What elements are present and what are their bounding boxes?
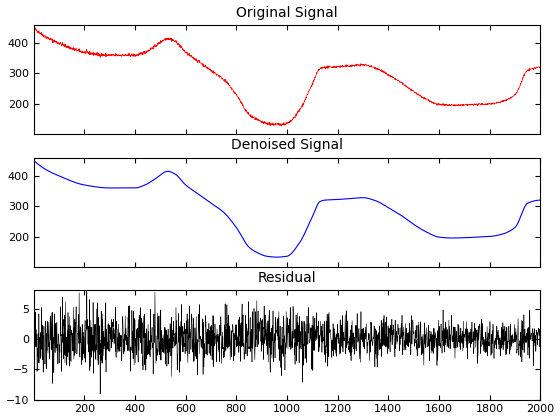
- Title: Original Signal: Original Signal: [236, 5, 338, 20]
- Title: Denoised Signal: Denoised Signal: [231, 138, 343, 152]
- Title: Residual: Residual: [258, 271, 316, 285]
